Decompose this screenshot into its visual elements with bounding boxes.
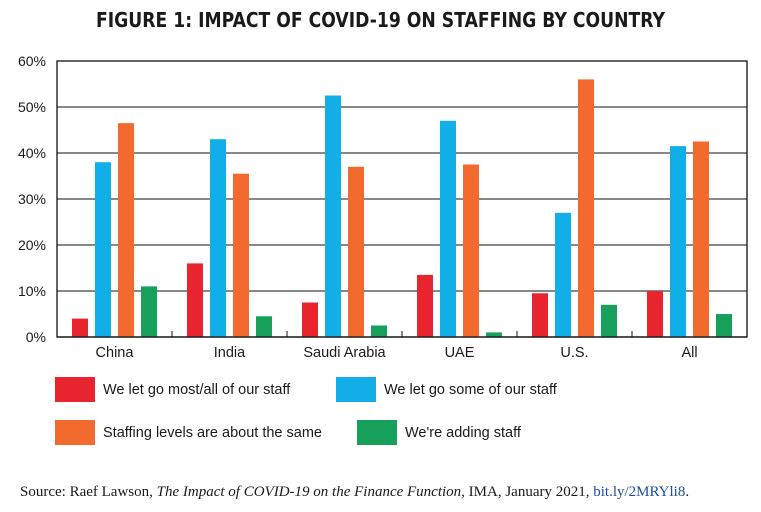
legend-label-let-go-some: We let go some of our staff xyxy=(384,381,557,398)
source-link[interactable]: bit.ly/2MRYli8 xyxy=(593,484,686,500)
bar xyxy=(693,141,709,337)
source-suffix: , IMA, January 2021, xyxy=(461,484,594,500)
bar xyxy=(578,79,594,338)
bar xyxy=(440,120,456,337)
bar xyxy=(532,293,548,337)
bar xyxy=(187,263,203,337)
source-end: . xyxy=(685,484,690,500)
legend-swatch-same xyxy=(55,420,95,445)
bar xyxy=(555,212,571,337)
bar xyxy=(463,164,479,337)
bar xyxy=(210,139,226,337)
bar xyxy=(72,318,88,337)
y-tick-label: 10% xyxy=(18,283,46,299)
source-work-title: The Impact of COVID-19 on the Finance Fu… xyxy=(156,484,462,500)
legend-item-let-go-most: We let go most/all of our staff xyxy=(55,377,290,402)
x-tick-label: Saudi Arabia xyxy=(303,345,386,361)
y-tick-label: 0% xyxy=(26,329,46,345)
x-tick-label: All xyxy=(681,345,697,361)
legend-item-same: Staffing levels are about the same xyxy=(55,420,322,445)
x-tick-label: China xyxy=(96,345,135,361)
x-tick-label: India xyxy=(214,345,246,361)
legend-label-let-go-most: We let go most/all of our staff xyxy=(103,381,291,398)
x-tick-label: U.S. xyxy=(560,345,588,361)
bar xyxy=(233,173,249,337)
y-tick-label: 60% xyxy=(18,53,46,69)
bar xyxy=(348,166,364,337)
bar xyxy=(256,316,272,337)
bar xyxy=(601,304,617,337)
source-prefix: Source: Raef Lawson, xyxy=(20,484,157,500)
legend-swatch-adding xyxy=(357,420,397,445)
bar xyxy=(302,302,318,337)
y-tick-label: 40% xyxy=(18,145,46,161)
legend-item-adding: We're adding staff xyxy=(357,420,521,445)
y-tick-label: 30% xyxy=(18,191,46,207)
bar xyxy=(486,332,502,337)
legend-label-same: Staffing levels are about the same xyxy=(103,424,322,441)
legend-swatch-let-go-most xyxy=(55,377,95,402)
legend-label-adding: We're adding staff xyxy=(405,424,521,441)
bar xyxy=(417,274,433,337)
y-tick-label: 50% xyxy=(18,99,46,115)
chart-title: FIGURE 1: IMPACT OF COVID-19 ON STAFFING… xyxy=(96,8,665,32)
source-note: Source: Raef Lawson, The Impact of COVID… xyxy=(20,484,689,501)
legend-item-let-go-some: We let go some of our staff xyxy=(336,377,557,402)
y-tick-label: 20% xyxy=(18,237,46,253)
x-tick-label: UAE xyxy=(445,345,475,361)
bar xyxy=(141,286,157,337)
bar xyxy=(95,162,111,337)
bar xyxy=(716,314,732,337)
bar xyxy=(670,146,686,337)
bar xyxy=(118,123,134,337)
bar xyxy=(371,325,387,337)
legend-swatch-let-go-some xyxy=(336,377,376,402)
bar xyxy=(325,95,341,337)
bar xyxy=(647,291,663,337)
